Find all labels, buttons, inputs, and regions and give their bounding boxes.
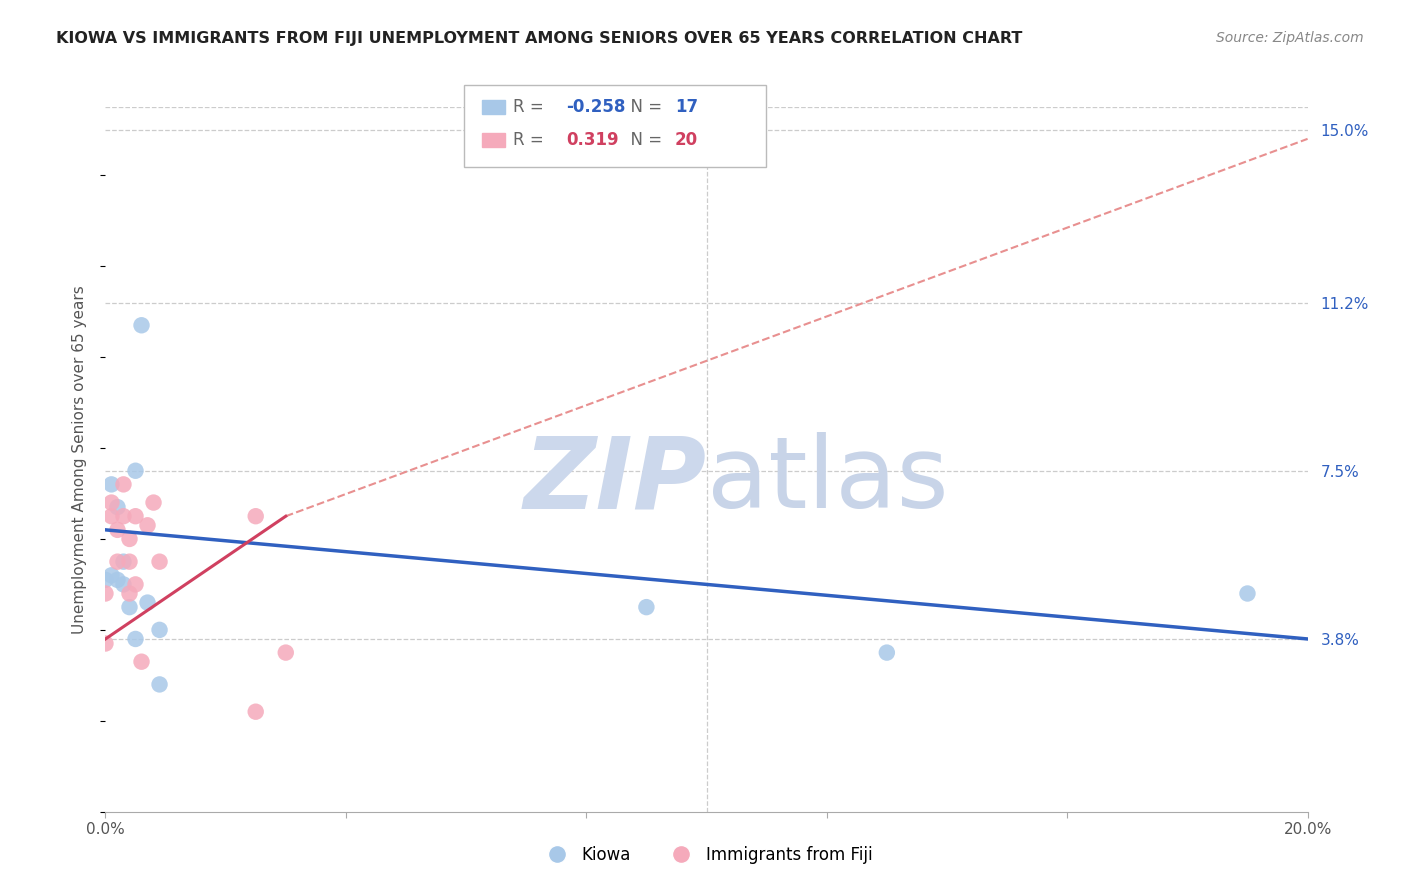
Point xyxy=(245,509,267,524)
Point xyxy=(636,600,658,615)
Text: R =: R = xyxy=(513,98,554,116)
Point xyxy=(876,646,898,660)
Point xyxy=(136,596,159,610)
Point xyxy=(107,523,129,537)
Text: Source: ZipAtlas.com: Source: ZipAtlas.com xyxy=(1216,31,1364,45)
Point xyxy=(148,677,170,691)
Point xyxy=(107,500,129,515)
Point xyxy=(107,555,129,569)
Text: R =: R = xyxy=(513,131,554,149)
Point xyxy=(131,318,153,333)
Point xyxy=(118,555,141,569)
Text: 20: 20 xyxy=(675,131,697,149)
Point xyxy=(131,655,153,669)
Point xyxy=(94,586,117,600)
Point xyxy=(100,495,122,509)
Point xyxy=(274,646,297,660)
Text: atlas: atlas xyxy=(707,432,948,529)
Text: -0.258: -0.258 xyxy=(567,98,626,116)
Legend: Kiowa, Immigrants from Fiji: Kiowa, Immigrants from Fiji xyxy=(533,839,880,871)
Point xyxy=(1236,586,1258,600)
Point xyxy=(118,532,141,546)
Point xyxy=(124,464,146,478)
Point xyxy=(112,577,135,591)
Point xyxy=(148,555,170,569)
Point xyxy=(112,509,135,524)
Point xyxy=(112,555,135,569)
Text: KIOWA VS IMMIGRANTS FROM FIJI UNEMPLOYMENT AMONG SENIORS OVER 65 YEARS CORRELATI: KIOWA VS IMMIGRANTS FROM FIJI UNEMPLOYME… xyxy=(56,31,1022,46)
Point xyxy=(94,573,117,587)
Point xyxy=(124,577,146,591)
Text: N =: N = xyxy=(620,98,668,116)
Point xyxy=(142,495,165,509)
Point xyxy=(118,586,141,600)
Text: N =: N = xyxy=(620,131,668,149)
Text: 17: 17 xyxy=(675,98,697,116)
Point xyxy=(148,623,170,637)
Point xyxy=(245,705,267,719)
Point xyxy=(100,477,122,491)
Point xyxy=(94,636,117,650)
Y-axis label: Unemployment Among Seniors over 65 years: Unemployment Among Seniors over 65 years xyxy=(72,285,87,633)
Text: 0.319: 0.319 xyxy=(567,131,619,149)
Point xyxy=(107,573,129,587)
Point xyxy=(136,518,159,533)
Point xyxy=(100,568,122,582)
Point xyxy=(118,600,141,615)
Point xyxy=(124,632,146,646)
Point xyxy=(100,509,122,524)
Point xyxy=(112,477,135,491)
Point xyxy=(124,509,146,524)
Text: ZIP: ZIP xyxy=(523,432,707,529)
